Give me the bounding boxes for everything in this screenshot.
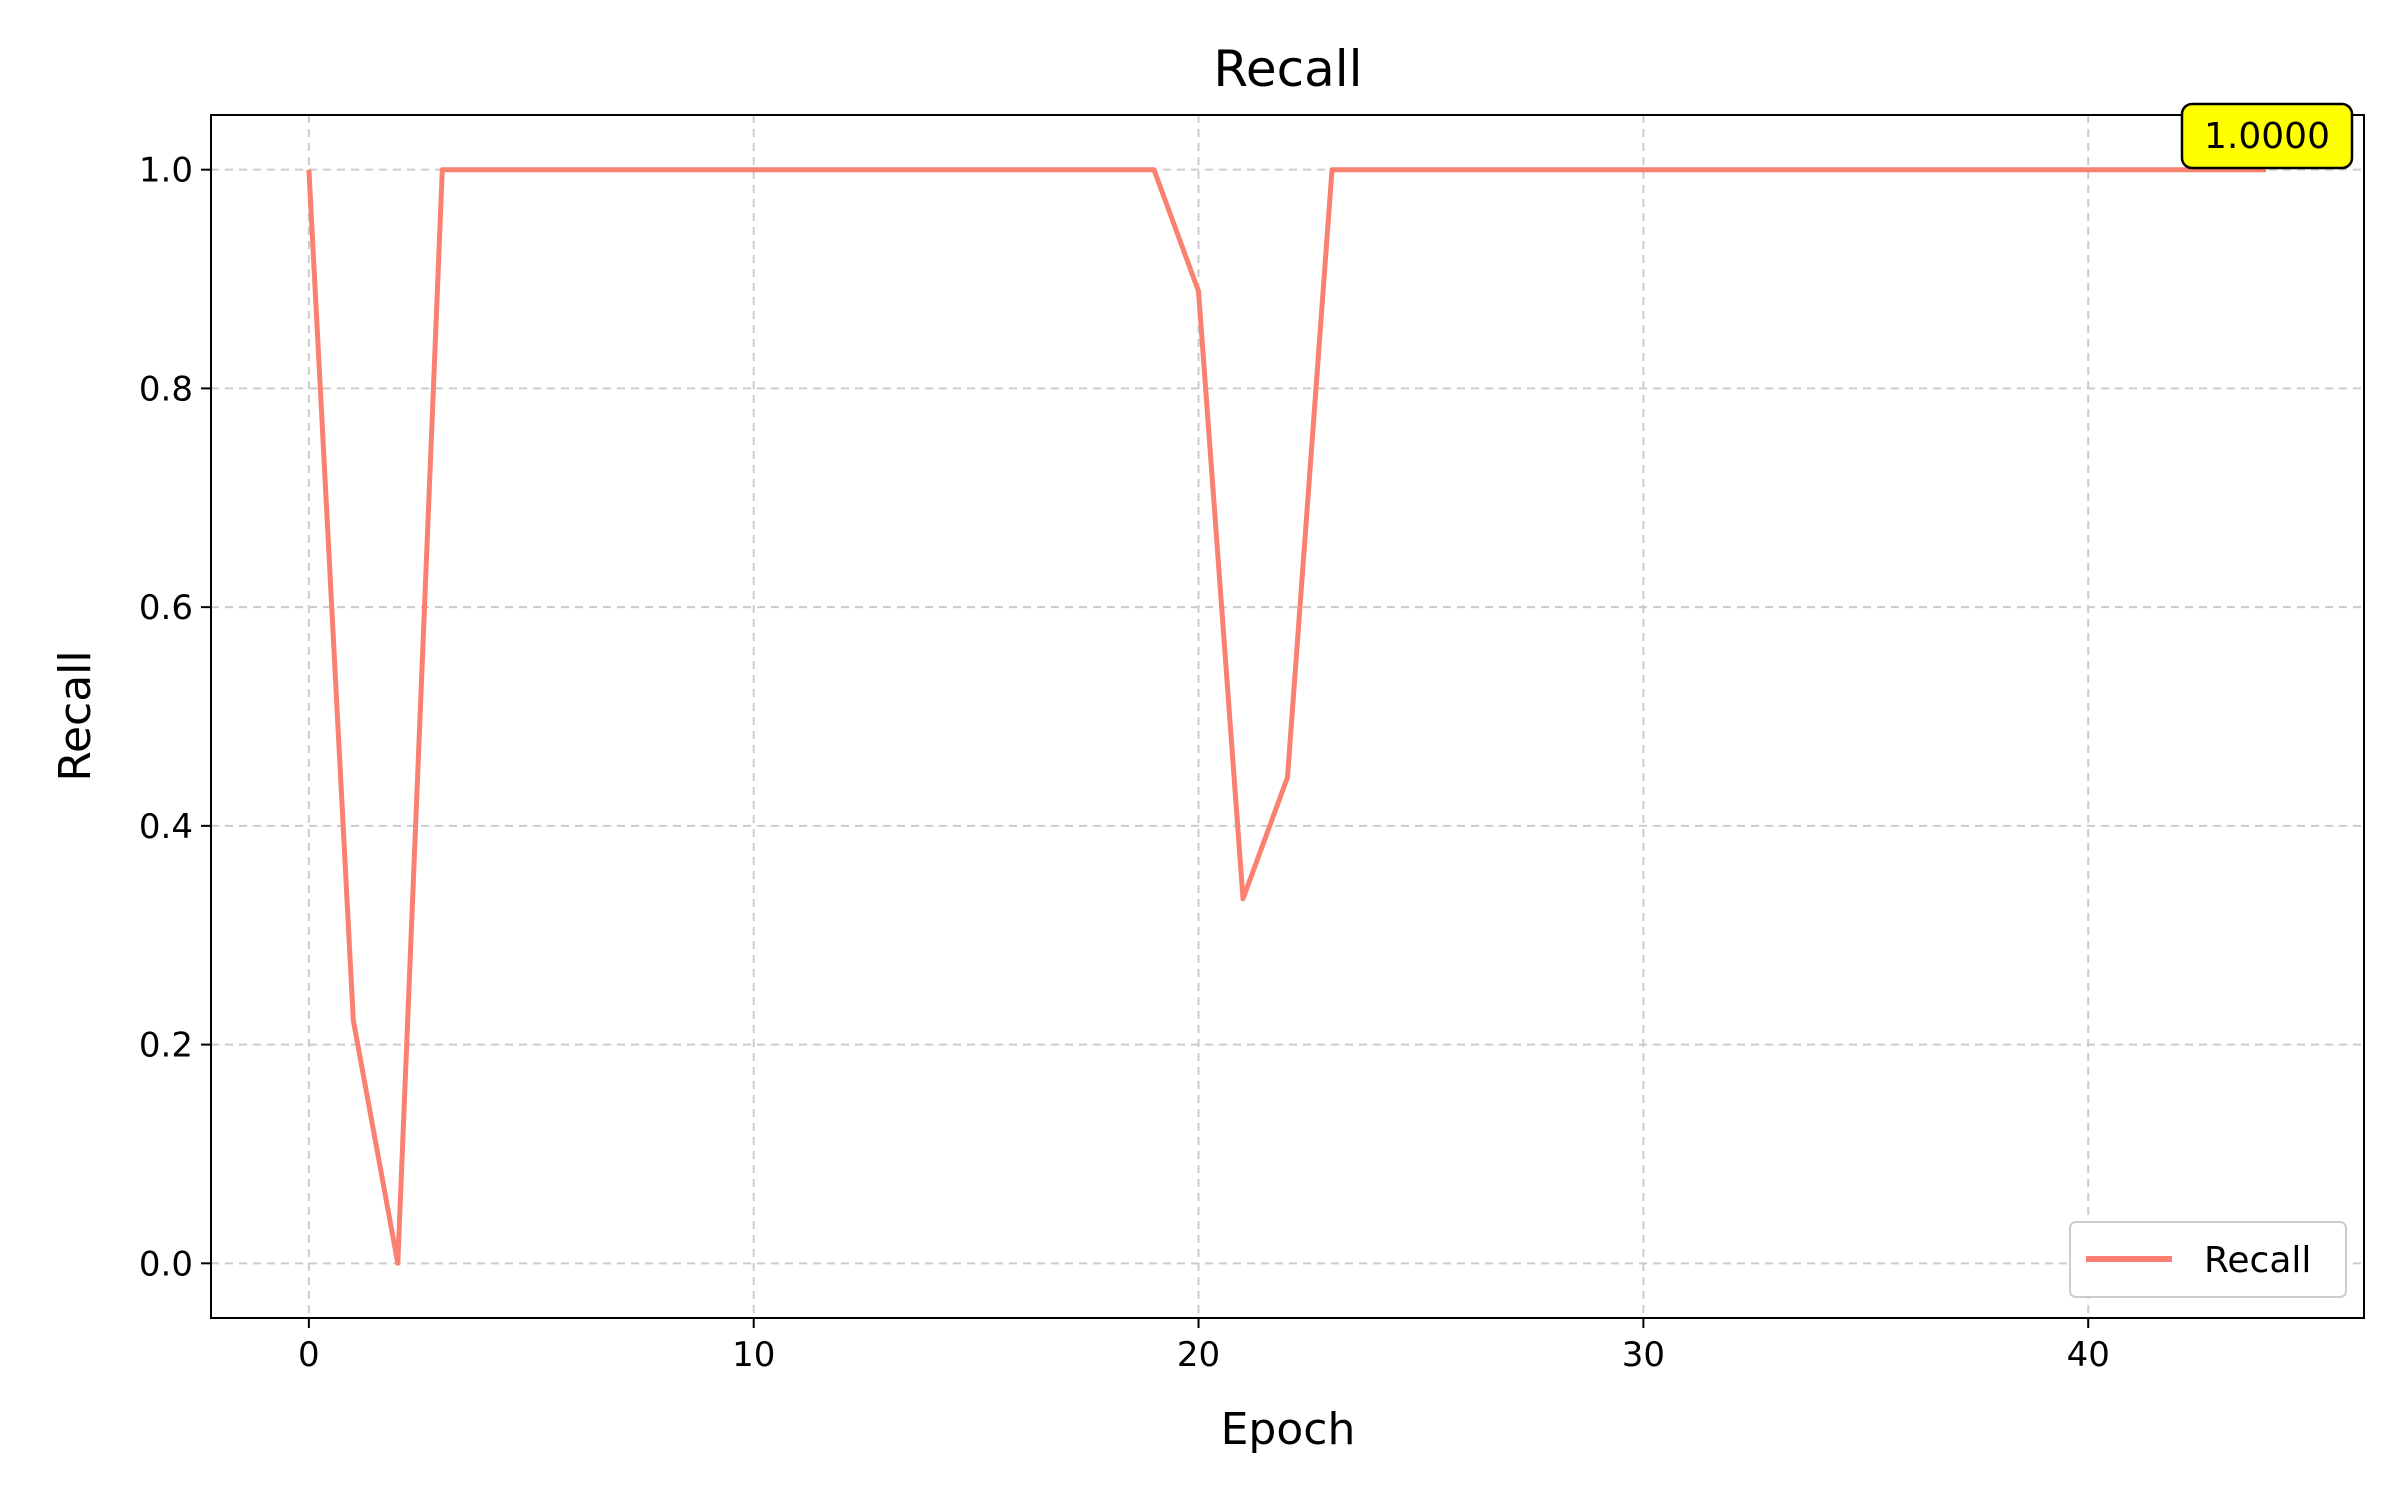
series-layer xyxy=(306,167,2267,1266)
series-line-recall xyxy=(306,167,2267,1266)
y-tick-label: 1.0 xyxy=(139,151,193,191)
value-annotation: 1.0000 xyxy=(2180,102,2354,170)
annotation-text: 1.0000 xyxy=(2204,116,2330,157)
chart-title: Recall xyxy=(1213,40,1362,98)
y-tick-label: 0.6 xyxy=(139,588,193,628)
annotation-box xyxy=(2180,102,2354,170)
y-tick-label: 0.0 xyxy=(139,1244,193,1284)
x-tick-label: 30 xyxy=(1622,1335,1665,1375)
x-axis-label: Epoch xyxy=(1221,1404,1356,1455)
x-tick-label: 0 xyxy=(298,1335,320,1375)
ticks-layer: 0 10 20 30 40 0.0 0.2 0.4 0.6 0.8 1.0 xyxy=(139,151,2110,1375)
x-tick-label: 40 xyxy=(2067,1335,2110,1375)
x-tick-label: 10 xyxy=(732,1335,775,1375)
y-tick-label: 0.4 xyxy=(139,807,193,847)
y-tick-label: 0.2 xyxy=(139,1026,193,1066)
plot-area-frame xyxy=(210,114,2365,1319)
legend: Recall xyxy=(2069,1221,2347,1298)
y-axis-label: Recall xyxy=(50,650,101,781)
legend-box xyxy=(2069,1221,2347,1298)
y-tick-label: 0.8 xyxy=(139,369,193,409)
grid-layer xyxy=(211,115,2364,1318)
x-tick-label: 20 xyxy=(1177,1335,1220,1375)
legend-label-recall: Recall xyxy=(2204,1240,2311,1281)
